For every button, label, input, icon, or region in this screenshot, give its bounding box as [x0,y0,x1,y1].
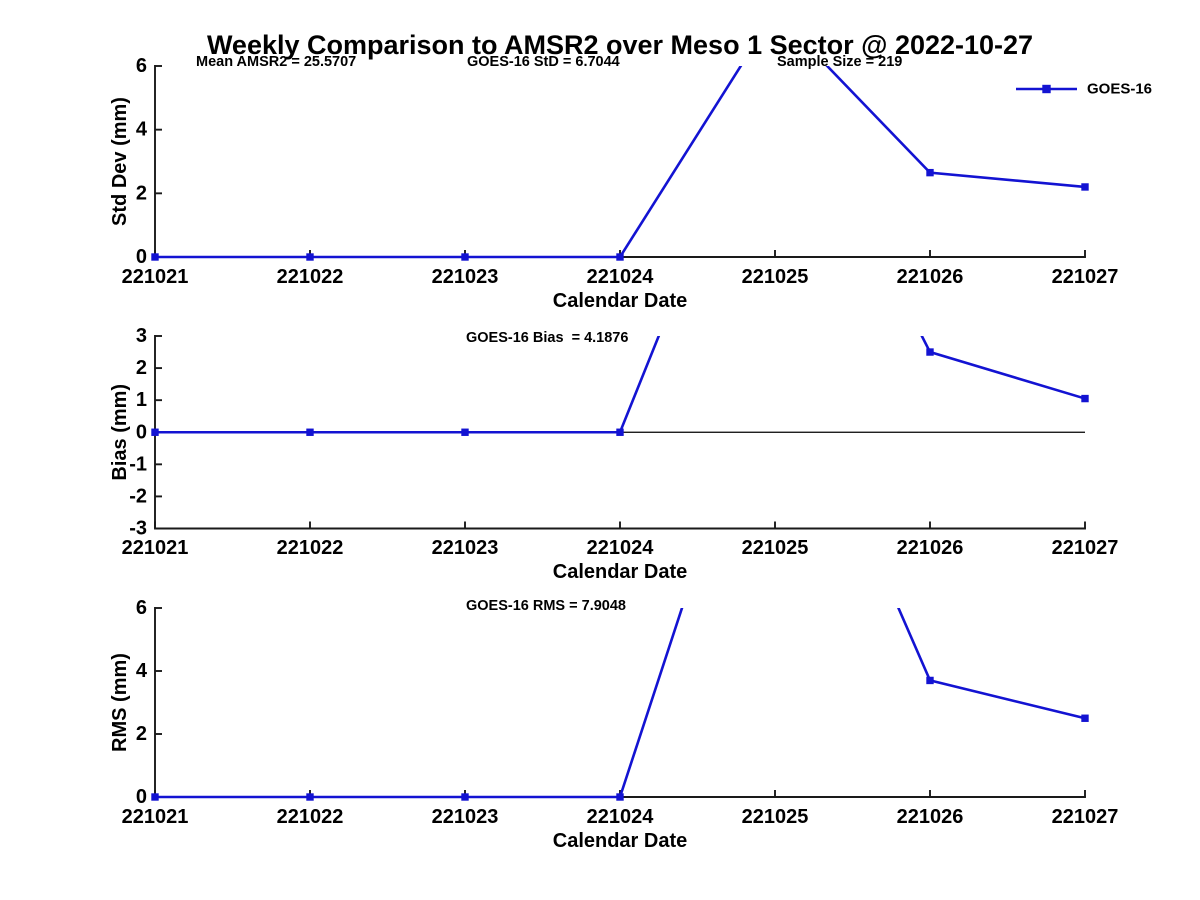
y-tick-label: 6 [136,55,147,77]
axes-frame [154,607,1086,798]
subplot-std-dev-mm: 0 2 4 6 221021 221022 221023 221024 221025 221026… [109,54,1152,312]
x-tick-label: 221021 [122,537,189,559]
goes16-line [155,66,1086,259]
x-tick-label: 221024 [587,537,655,559]
y-tick-label: 3 [136,325,147,347]
annotation: Sample Size = 219 [777,54,902,70]
y-axis-title: RMS (mm) [109,653,131,752]
data-point-marker [926,168,934,177]
y-tick-label: -1 [129,453,147,475]
data-point-marker [461,253,469,261]
data-point-marker [151,253,159,261]
legend-marker [1042,84,1051,94]
y-tick-label: 0 [136,246,147,268]
data-point-marker [926,676,934,685]
y-tick-label: 6 [136,597,147,619]
annotation: Mean AMSR2 = 25.5707 [196,54,356,70]
data-point-marker [306,428,314,436]
x-tick-label: 221026 [897,537,964,559]
x-tick-label: 221024 [587,806,655,828]
series-clip-group [155,336,1086,434]
x-tick-label: 221025 [742,537,809,559]
x-tick-label: 221025 [742,806,809,828]
data-point-marker [1081,394,1089,403]
data-point-marker [151,793,159,801]
data-point-marker [306,793,314,801]
x-tick-label: 221026 [897,266,964,288]
annotation: GOES-16 Bias = 4.1876 [466,330,628,346]
data-point-marker [461,793,469,801]
subplot-rms-mm: 0 2 4 6 221021 221022 221023 221024 221025 221026… [109,597,1119,852]
goes16-line [155,336,1086,434]
x-tick-label: 221026 [897,806,964,828]
x-tick-label: 221022 [277,537,344,559]
x-tick-label: 221021 [122,806,189,828]
y-tick-label: 2 [136,182,147,204]
y-tick-label: 2 [136,357,147,379]
x-tick-label: 221022 [277,806,344,828]
annotation: GOES-16 StD = 6.7044 [467,54,620,70]
y-tick-label: 4 [136,119,148,141]
data-point-marker [616,428,624,436]
data-point-marker [1081,183,1089,191]
x-axis-title: Calendar Date [553,290,688,312]
series-clip-group [155,66,1086,259]
x-tick-label: 221023 [432,266,499,288]
x-tick-label: 221023 [432,806,499,828]
x-tick-label: 221023 [432,537,499,559]
y-tick-label: 1 [136,389,147,411]
data-point-marker [461,428,469,436]
y-tick-label: 4 [136,660,148,682]
data-point-marker [306,253,314,261]
annotation: GOES-16 RMS = 7.9048 [466,598,626,614]
x-tick-label: 221025 [742,266,809,288]
y-tick-label: -3 [129,518,147,540]
x-tick-label: 221022 [277,266,344,288]
x-tick-label: 221027 [1052,806,1119,828]
legend: GOES-16 [1016,81,1152,98]
chart-title: Weekly Comparison to AMSR2 over Meso 1 S… [206,30,1034,60]
y-tick-label: 0 [136,421,147,443]
y-axis-title: Bias (mm) [109,384,131,481]
y-tick-label: -2 [129,485,147,507]
subplot-bias-mm: -3 -2 -1 0 1 2 3 221021 221022 221023 221024 221025… [109,325,1119,583]
axes-frame [154,65,1086,258]
data-point-marker [1081,714,1089,722]
data-point-marker [616,253,624,261]
x-tick-label: 221027 [1052,266,1119,288]
x-axis-title: Calendar Date [553,830,688,852]
x-axis-title: Calendar Date [553,561,688,583]
data-point-marker [926,348,934,356]
x-tick-label: 221021 [122,266,189,288]
data-point-marker [616,793,624,801]
y-tick-label: 2 [136,723,147,745]
legend-label: GOES-16 [1087,81,1152,98]
y-axis-title: Std Dev (mm) [109,97,131,226]
x-tick-label: 221024 [587,266,655,288]
x-tick-label: 221027 [1052,537,1119,559]
data-point-marker [151,428,159,436]
y-tick-label: 0 [136,786,147,808]
